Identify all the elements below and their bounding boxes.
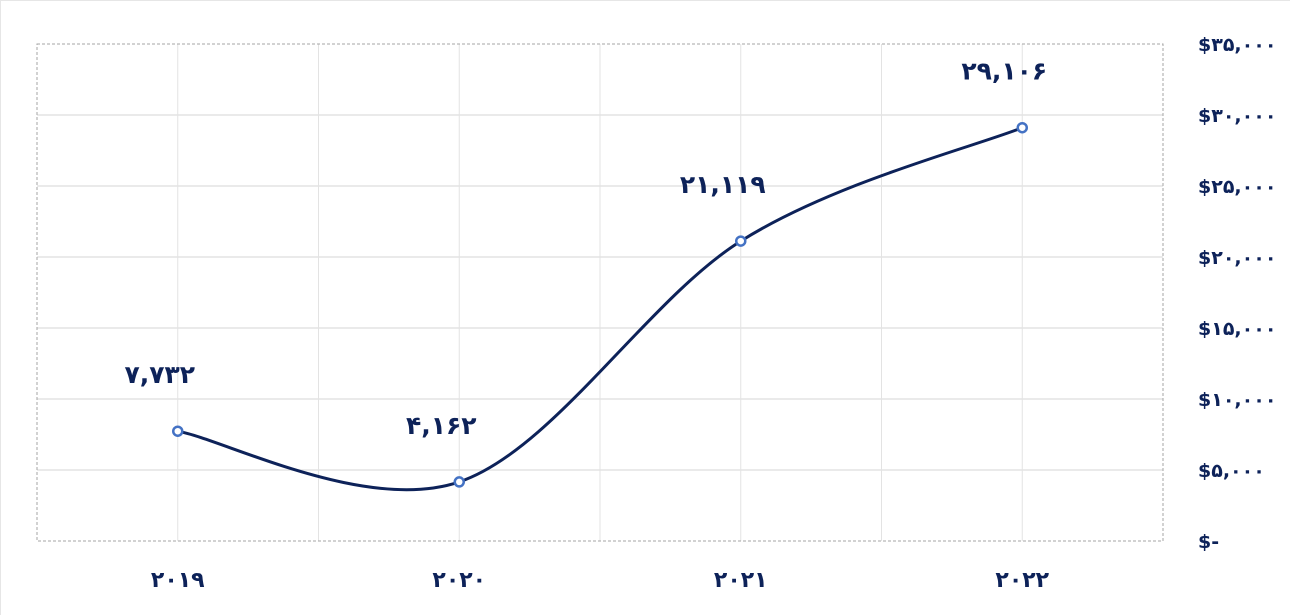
y-tick-label: $- <box>1198 531 1219 553</box>
y-tick-label: $۱۰,۰۰۰ <box>1198 389 1276 411</box>
data-label: ۴,۱۶۲ <box>406 411 477 440</box>
y-tick-label: $۳۰,۰۰۰ <box>1198 105 1276 127</box>
x-tick-label: ۲۰۲۲ <box>995 568 1049 593</box>
data-point <box>1016 121 1028 134</box>
y-tick-label: $۲۵,۰۰۰ <box>1198 176 1276 198</box>
x-tick-label: ۲۰۱۹ <box>151 568 205 593</box>
y-tick-label: $۲۰,۰۰۰ <box>1198 247 1276 269</box>
data-label: ۷,۷۳۲ <box>124 360 195 389</box>
data-point <box>453 476 465 488</box>
y-tick-label: $۱۵,۰۰۰ <box>1198 318 1276 340</box>
x-tick-label: ۲۰۲۱ <box>714 568 768 593</box>
y-tick-label: $۳۵,۰۰۰ <box>1198 34 1276 56</box>
data-label: ۲۱,۱۱۹ <box>680 170 766 199</box>
data-point <box>735 235 747 247</box>
data-point <box>172 425 184 437</box>
plot-area-border <box>36 43 1164 542</box>
data-label: ۲۹,۱۰۶ <box>961 57 1047 86</box>
series-line <box>176 126 1024 492</box>
x-tick-label: ۲۰۲۰ <box>432 568 486 593</box>
y-tick-label: $۵,۰۰۰ <box>1198 460 1265 482</box>
